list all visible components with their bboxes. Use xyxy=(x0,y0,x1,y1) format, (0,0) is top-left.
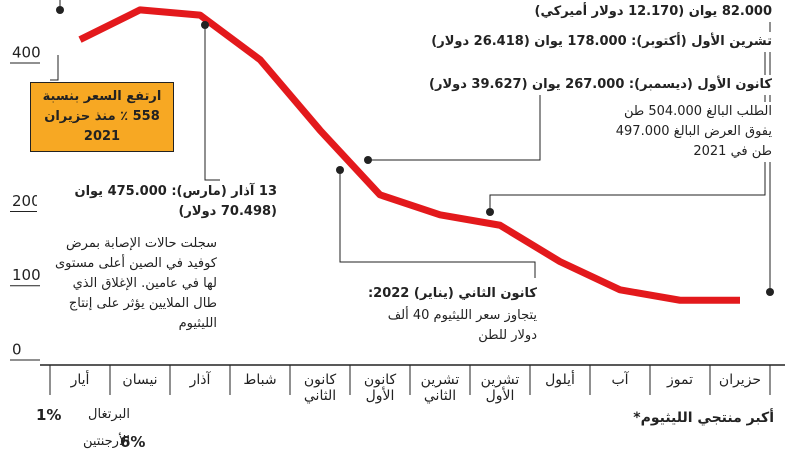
y-tick-label: 0 xyxy=(12,341,22,359)
annotation: الطلب البالغ 504.000 طن يفوق العرض البال… xyxy=(597,102,772,162)
producer-name: البرتغال xyxy=(88,407,130,422)
x-tick-label: آذار xyxy=(189,372,211,388)
annotation: سجلت حالات الإصابة بمرض كوفيد في الصين أ… xyxy=(52,234,217,334)
x-tick-label: تموز xyxy=(667,372,693,388)
callout-dot xyxy=(201,21,209,29)
x-tick-label: كانون الأول xyxy=(363,372,397,404)
annotation: كانون الأول (ديسمبر): 267.000 يوان (39.6… xyxy=(312,75,772,95)
callout-dot xyxy=(336,166,344,174)
x-tick-label: كانون الثاني xyxy=(303,372,337,404)
producer-name: الأرجنتين xyxy=(82,434,130,449)
producer-share: 6% xyxy=(120,433,146,451)
x-tick-label: تشرين الثاني xyxy=(420,372,460,404)
annotation: يتجاوز سعر الليثيوم 40 ألف دولار للطن xyxy=(387,306,537,346)
annotation: 82.000 يوان (12.170 دولار أميركي) xyxy=(512,2,772,22)
x-tick-label: أيار xyxy=(70,372,90,388)
callout-dot xyxy=(56,6,64,14)
annotation: كانون الثاني (يناير) 2022: xyxy=(287,284,537,304)
x-tick-label: أيلول xyxy=(545,372,575,388)
y-tick-label: 200 xyxy=(12,192,41,210)
price-line xyxy=(78,6,740,304)
annotation: ارتفع السعر بنسبة 558 ٪ منذ حزيران 2021 xyxy=(30,82,174,152)
callout-dot xyxy=(766,288,774,296)
y-tick-label: 100 xyxy=(12,266,41,284)
x-tick-label: شباط xyxy=(243,372,277,388)
callout-dot xyxy=(364,156,372,164)
x-tick-label: حزيران xyxy=(718,372,762,388)
callout-dot xyxy=(486,208,494,216)
x-tick-label: آب xyxy=(611,372,629,388)
annotation: تشرين الأول (أكتوبر): 178.000 يوان (26.4… xyxy=(352,32,772,52)
producer-share: 1% xyxy=(36,406,62,424)
x-tick-label: تشرين الأول xyxy=(480,372,520,404)
x-tick-label: نيسان xyxy=(122,372,158,388)
y-tick-label: 400 xyxy=(12,43,41,61)
annotation: 13 آذار (مارس): 475.000 يوان (70.498 دول… xyxy=(37,182,277,222)
producers-title: أكبر منتجي الليثيوم* xyxy=(574,408,774,428)
